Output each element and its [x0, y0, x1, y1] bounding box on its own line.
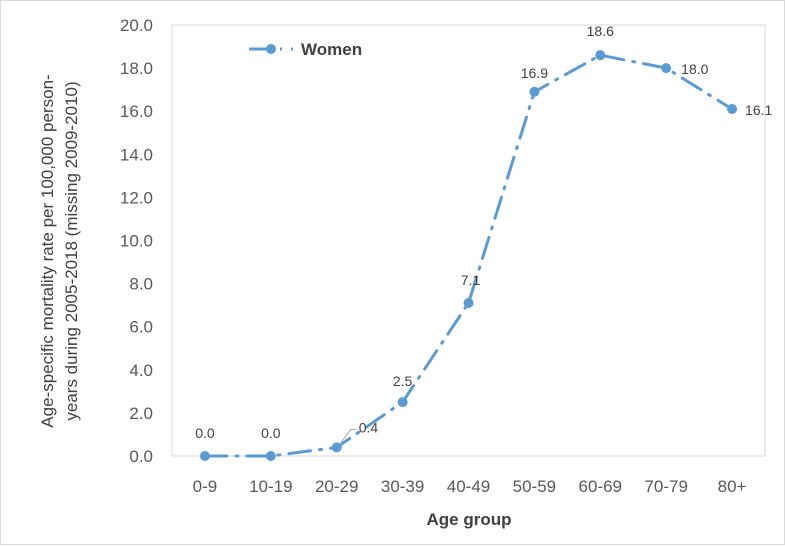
- x-axis-title: Age group: [427, 510, 512, 529]
- y-tick-label: 4.0: [129, 361, 153, 380]
- y-tick-label: 0.0: [129, 447, 153, 466]
- legend-label: Women: [301, 40, 362, 59]
- series-women: [199, 50, 738, 461]
- series-line: [203, 53, 734, 458]
- y-tick-label: 14.0: [120, 145, 153, 164]
- y-tick-label: 6.0: [129, 318, 153, 337]
- data-label: 16.1: [745, 102, 772, 118]
- data-point: [463, 297, 474, 308]
- x-tick-label: 60-69: [579, 477, 622, 496]
- data-point: [331, 442, 342, 453]
- x-tick-label: 40-49: [447, 477, 490, 496]
- data-point: [397, 397, 408, 408]
- y-axis-title-line: Age-specific mortality rate per 100,000 …: [38, 74, 57, 427]
- data-point: [265, 451, 276, 461]
- x-tick-label: 10-19: [249, 477, 292, 496]
- y-tick-label: 20.0: [120, 16, 153, 35]
- data-labels: 0.0 0.0 0.4 2.5 7.1 16.9 18.6 18.0 16.1: [195, 23, 773, 445]
- y-tick-label: 18.0: [120, 59, 153, 78]
- legend-marker: [266, 44, 276, 54]
- x-tick-label: 20-29: [315, 477, 358, 496]
- data-label: 18.6: [587, 23, 614, 39]
- y-axis-title: Age-specific mortality rate per 100,000 …: [38, 74, 81, 427]
- data-point: [199, 451, 210, 461]
- plot-area: [171, 24, 766, 457]
- x-axis-ticks: 0-9 10-19 20-29 30-39 40-49 50-59 60-69 70-79 80…: [193, 477, 747, 496]
- legend: Women: [249, 40, 362, 59]
- y-tick-label: 10.0: [120, 232, 153, 251]
- data-point: [595, 50, 606, 61]
- x-tick-label: 30-39: [381, 477, 424, 496]
- data-label: 0.4: [359, 419, 379, 435]
- x-tick-label: 80+: [718, 477, 747, 496]
- y-tick-label: 16.0: [120, 102, 153, 121]
- y-axis-title-line: years during 2005-2018 (missing 2009-201…: [62, 81, 81, 420]
- label-leader-line: [339, 428, 357, 445]
- x-tick-label: 50-59: [513, 477, 556, 496]
- data-point: [529, 86, 540, 97]
- data-label: 16.9: [521, 65, 548, 81]
- data-label: 0.0: [261, 425, 281, 441]
- x-tick-label: 70-79: [644, 477, 687, 496]
- data-label: 7.1: [461, 272, 481, 288]
- data-label: 0.0: [195, 425, 215, 441]
- y-tick-label: 12.0: [120, 188, 153, 207]
- data-point: [727, 104, 738, 115]
- data-label: 18.0: [681, 61, 708, 77]
- data-point: [661, 63, 672, 74]
- data-label: 2.5: [393, 373, 413, 389]
- y-tick-label: 8.0: [129, 275, 153, 294]
- y-tick-label: 2.0: [129, 404, 153, 423]
- y-axis-ticks: 0.0 2.0 4.0 6.0 8.0 10.0 12.0 14.0 16.0 18.0 20.0: [120, 16, 153, 466]
- x-tick-label: 0-9: [193, 477, 218, 496]
